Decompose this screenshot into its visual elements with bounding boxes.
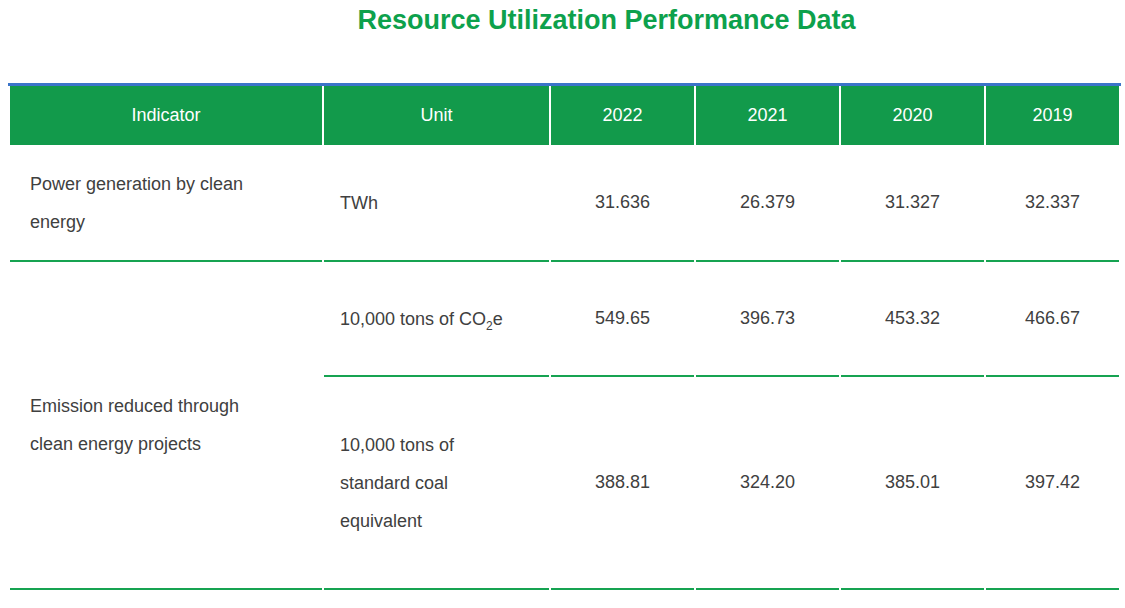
header-cell-2019: 2019 bbox=[986, 86, 1119, 145]
table-row-emission-co2e: Emission reduced through clean energy pr… bbox=[10, 262, 1119, 377]
indicator-cell-power-generation: Power generation by clean energy bbox=[10, 145, 322, 262]
value-cell-2021: 396.73 bbox=[696, 262, 839, 377]
value-cell-2020: 31.327 bbox=[841, 145, 984, 262]
value-cell-2019: 397.42 bbox=[986, 377, 1119, 590]
page: Resource Utilization Performance Data In… bbox=[0, 0, 1125, 608]
value-cell-2022: 388.81 bbox=[551, 377, 694, 590]
unit-cell-standard-coal: 10,000 tons of standard coal equivalent bbox=[324, 377, 549, 590]
resource-utilization-table: Indicator Unit 2022 2021 2020 2019 Power… bbox=[8, 83, 1121, 590]
unit-text-suffix: e bbox=[493, 309, 503, 329]
value-cell-2021: 324.20 bbox=[696, 377, 839, 590]
value-cell-2020: 453.32 bbox=[841, 262, 984, 377]
value-cell-2022: 549.65 bbox=[551, 262, 694, 377]
value-cell-2021: 26.379 bbox=[696, 145, 839, 262]
header-cell-2022: 2022 bbox=[551, 86, 694, 145]
header-cell-2020: 2020 bbox=[841, 86, 984, 145]
unit-text-subscript: 2 bbox=[486, 318, 493, 332]
value-cell-2022: 31.636 bbox=[551, 145, 694, 262]
unit-cell-twh: TWh bbox=[324, 145, 549, 262]
unit-cell-co2e: 10,000 tons of CO2e bbox=[324, 262, 549, 377]
header-cell-unit: Unit bbox=[324, 86, 549, 145]
table-header-row: Indicator Unit 2022 2021 2020 2019 bbox=[10, 86, 1119, 145]
value-cell-2020: 385.01 bbox=[841, 377, 984, 590]
unit-text-prefix: 10,000 tons of CO bbox=[340, 309, 486, 329]
indicator-cell-emission-reduced: Emission reduced through clean energy pr… bbox=[10, 262, 322, 590]
value-cell-2019: 32.337 bbox=[986, 145, 1119, 262]
table-row-power-generation: Power generation by clean energy TWh 31.… bbox=[10, 145, 1119, 262]
header-cell-2021: 2021 bbox=[696, 86, 839, 145]
page-title: Resource Utilization Performance Data bbox=[44, 5, 1125, 36]
header-cell-indicator: Indicator bbox=[10, 86, 322, 145]
value-cell-2019: 466.67 bbox=[986, 262, 1119, 377]
